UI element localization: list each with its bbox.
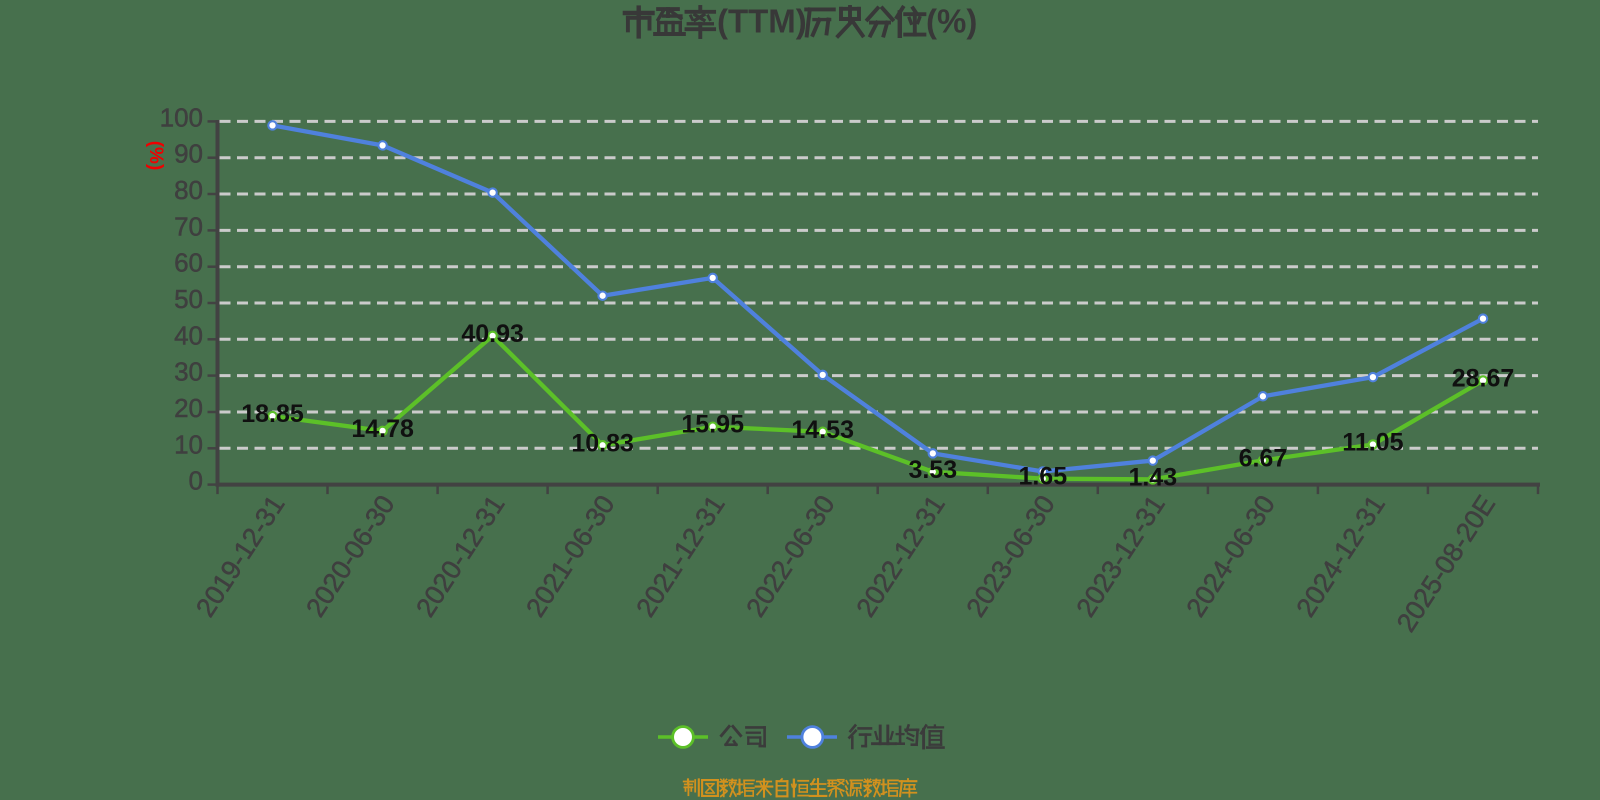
svg-text:40: 40 — [174, 320, 203, 350]
svg-text:28.67: 28.67 — [1452, 365, 1515, 393]
svg-text:40.93: 40.93 — [461, 320, 524, 348]
svg-text:3.53: 3.53 — [908, 456, 957, 484]
svg-text:50: 50 — [174, 284, 203, 314]
svg-text:14.78: 14.78 — [351, 415, 414, 443]
svg-text:30: 30 — [174, 357, 203, 387]
svg-text:10.83: 10.83 — [571, 429, 634, 457]
svg-text:1.43: 1.43 — [1128, 463, 1177, 491]
svg-text:15.95: 15.95 — [681, 411, 744, 439]
svg-text:0: 0 — [189, 466, 203, 496]
svg-text:10: 10 — [174, 429, 203, 459]
svg-text:(%): (%) — [926, 3, 977, 40]
svg-text:14.53: 14.53 — [791, 416, 854, 444]
svg-text:(TTM): (TTM) — [717, 3, 807, 40]
svg-text:80: 80 — [174, 175, 203, 205]
svg-text:11.05: 11.05 — [1342, 429, 1403, 457]
svg-text:60: 60 — [174, 248, 203, 278]
svg-text:20: 20 — [174, 393, 203, 423]
svg-text:100: 100 — [160, 102, 203, 132]
svg-text:70: 70 — [174, 211, 203, 241]
svg-text:90: 90 — [174, 139, 203, 169]
svg-text:18.85: 18.85 — [241, 400, 304, 428]
svg-text:6.67: 6.67 — [1239, 444, 1288, 472]
svg-text:1.65: 1.65 — [1018, 463, 1067, 491]
svg-text:(%): (%) — [145, 141, 166, 171]
